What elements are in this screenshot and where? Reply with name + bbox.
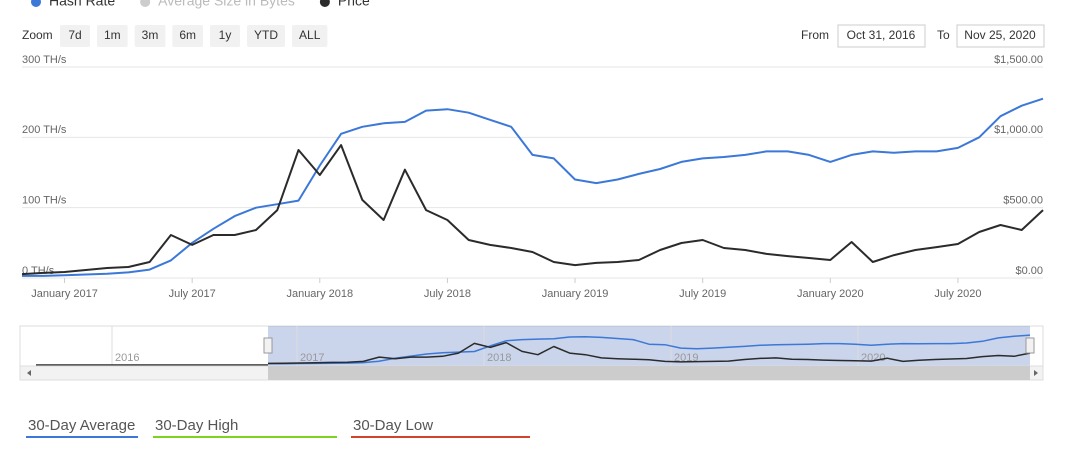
zoom-button-bg: [97, 25, 128, 47]
x-tick-label: January 2017: [31, 288, 98, 300]
scrollbar-arrow-left[interactable]: [27, 370, 31, 376]
navigator-label: 2018: [487, 352, 511, 364]
zoom-button-bg: [210, 25, 241, 47]
from-input[interactable]: [837, 24, 926, 48]
zoom-label: Zoom: [22, 28, 53, 42]
y-tick-label: 200 TH/s: [22, 124, 67, 136]
navigator-label: 2019: [674, 352, 698, 364]
to-input[interactable]: [956, 24, 1045, 48]
navigator-bg: [19, 325, 1044, 367]
legend-marker: [319, 0, 330, 7]
x-tick-label: July 2020: [934, 288, 981, 300]
zoom-button-bg: [60, 25, 90, 47]
legend-marker: [140, 0, 151, 7]
zoom-button[interactable]: 3m: [134, 25, 166, 47]
zoom-button-bg: [134, 25, 166, 47]
zoom-button-label[interactable]: 1m: [104, 28, 121, 42]
y2-tick-label: $1,000.00: [994, 124, 1043, 136]
to-value: Nov 25, 2020: [964, 28, 1036, 42]
navigator-line: [267, 341, 1031, 365]
zoom-button-label[interactable]: ALL: [299, 28, 321, 42]
zoom-button[interactable]: 6m: [172, 25, 204, 47]
zoom-button-label[interactable]: YTD: [254, 28, 278, 42]
stat-label: 30-Day High: [155, 417, 238, 434]
stat-label: 30-Day Average: [28, 417, 135, 434]
navigator-label: 2020: [861, 352, 885, 364]
zoom-button[interactable]: ALL: [292, 25, 328, 47]
y2-tick-label: $500.00: [1003, 195, 1043, 207]
scrollbar-thumb[interactable]: [268, 366, 1030, 380]
navigator-label: 2016: [115, 352, 139, 364]
legend-label[interactable]: Price: [338, 0, 370, 9]
x-tick-label: July 2017: [169, 288, 216, 300]
navigator-handle[interactable]: [263, 337, 273, 354]
from-value: Oct 31, 2016: [847, 28, 916, 42]
to-label: To: [937, 28, 950, 42]
y2-tick-label: $0.00: [1015, 265, 1043, 277]
x-tick-label: January 2019: [542, 288, 609, 300]
x-tick-label: July 2019: [679, 288, 726, 300]
zoom-button-label[interactable]: 7d: [68, 28, 81, 42]
navigator-handle[interactable]: [1025, 337, 1035, 354]
zoom-button-label[interactable]: 6m: [179, 28, 196, 42]
zoom-button[interactable]: YTD: [247, 25, 286, 47]
stat-label: 30-Day Low: [353, 417, 433, 434]
from-label: From: [801, 28, 829, 42]
y-tick-label: 300 TH/s: [22, 54, 67, 66]
x-tick-label: January 2020: [797, 288, 864, 300]
series-line: [21, 144, 1044, 276]
y2-tick-label: $1,500.00: [994, 54, 1043, 66]
zoom-button-bg: [172, 25, 204, 47]
y-tick-label: 100 TH/s: [22, 195, 67, 207]
scrollbar-arrow-right[interactable]: [1034, 370, 1038, 376]
zoom-button-bg: [292, 25, 328, 47]
zoom-button-label[interactable]: 3m: [142, 28, 159, 42]
zoom-button-label[interactable]: 1y: [219, 28, 232, 42]
series-line: [22, 97, 1044, 277]
x-tick-label: July 2018: [424, 288, 471, 300]
x-tick-label: January 2018: [286, 288, 353, 300]
legend-label[interactable]: Average Size in Bytes: [158, 0, 295, 9]
zoom-button-bg: [247, 25, 286, 47]
legend-marker: [31, 0, 41, 7]
zoom-button[interactable]: 1m: [97, 25, 128, 47]
zoom-button[interactable]: 7d: [60, 25, 90, 47]
navigator-label: 2017: [300, 352, 324, 364]
legend-label[interactable]: Hash Rate: [49, 0, 115, 9]
zoom-button[interactable]: 1y: [210, 25, 241, 47]
